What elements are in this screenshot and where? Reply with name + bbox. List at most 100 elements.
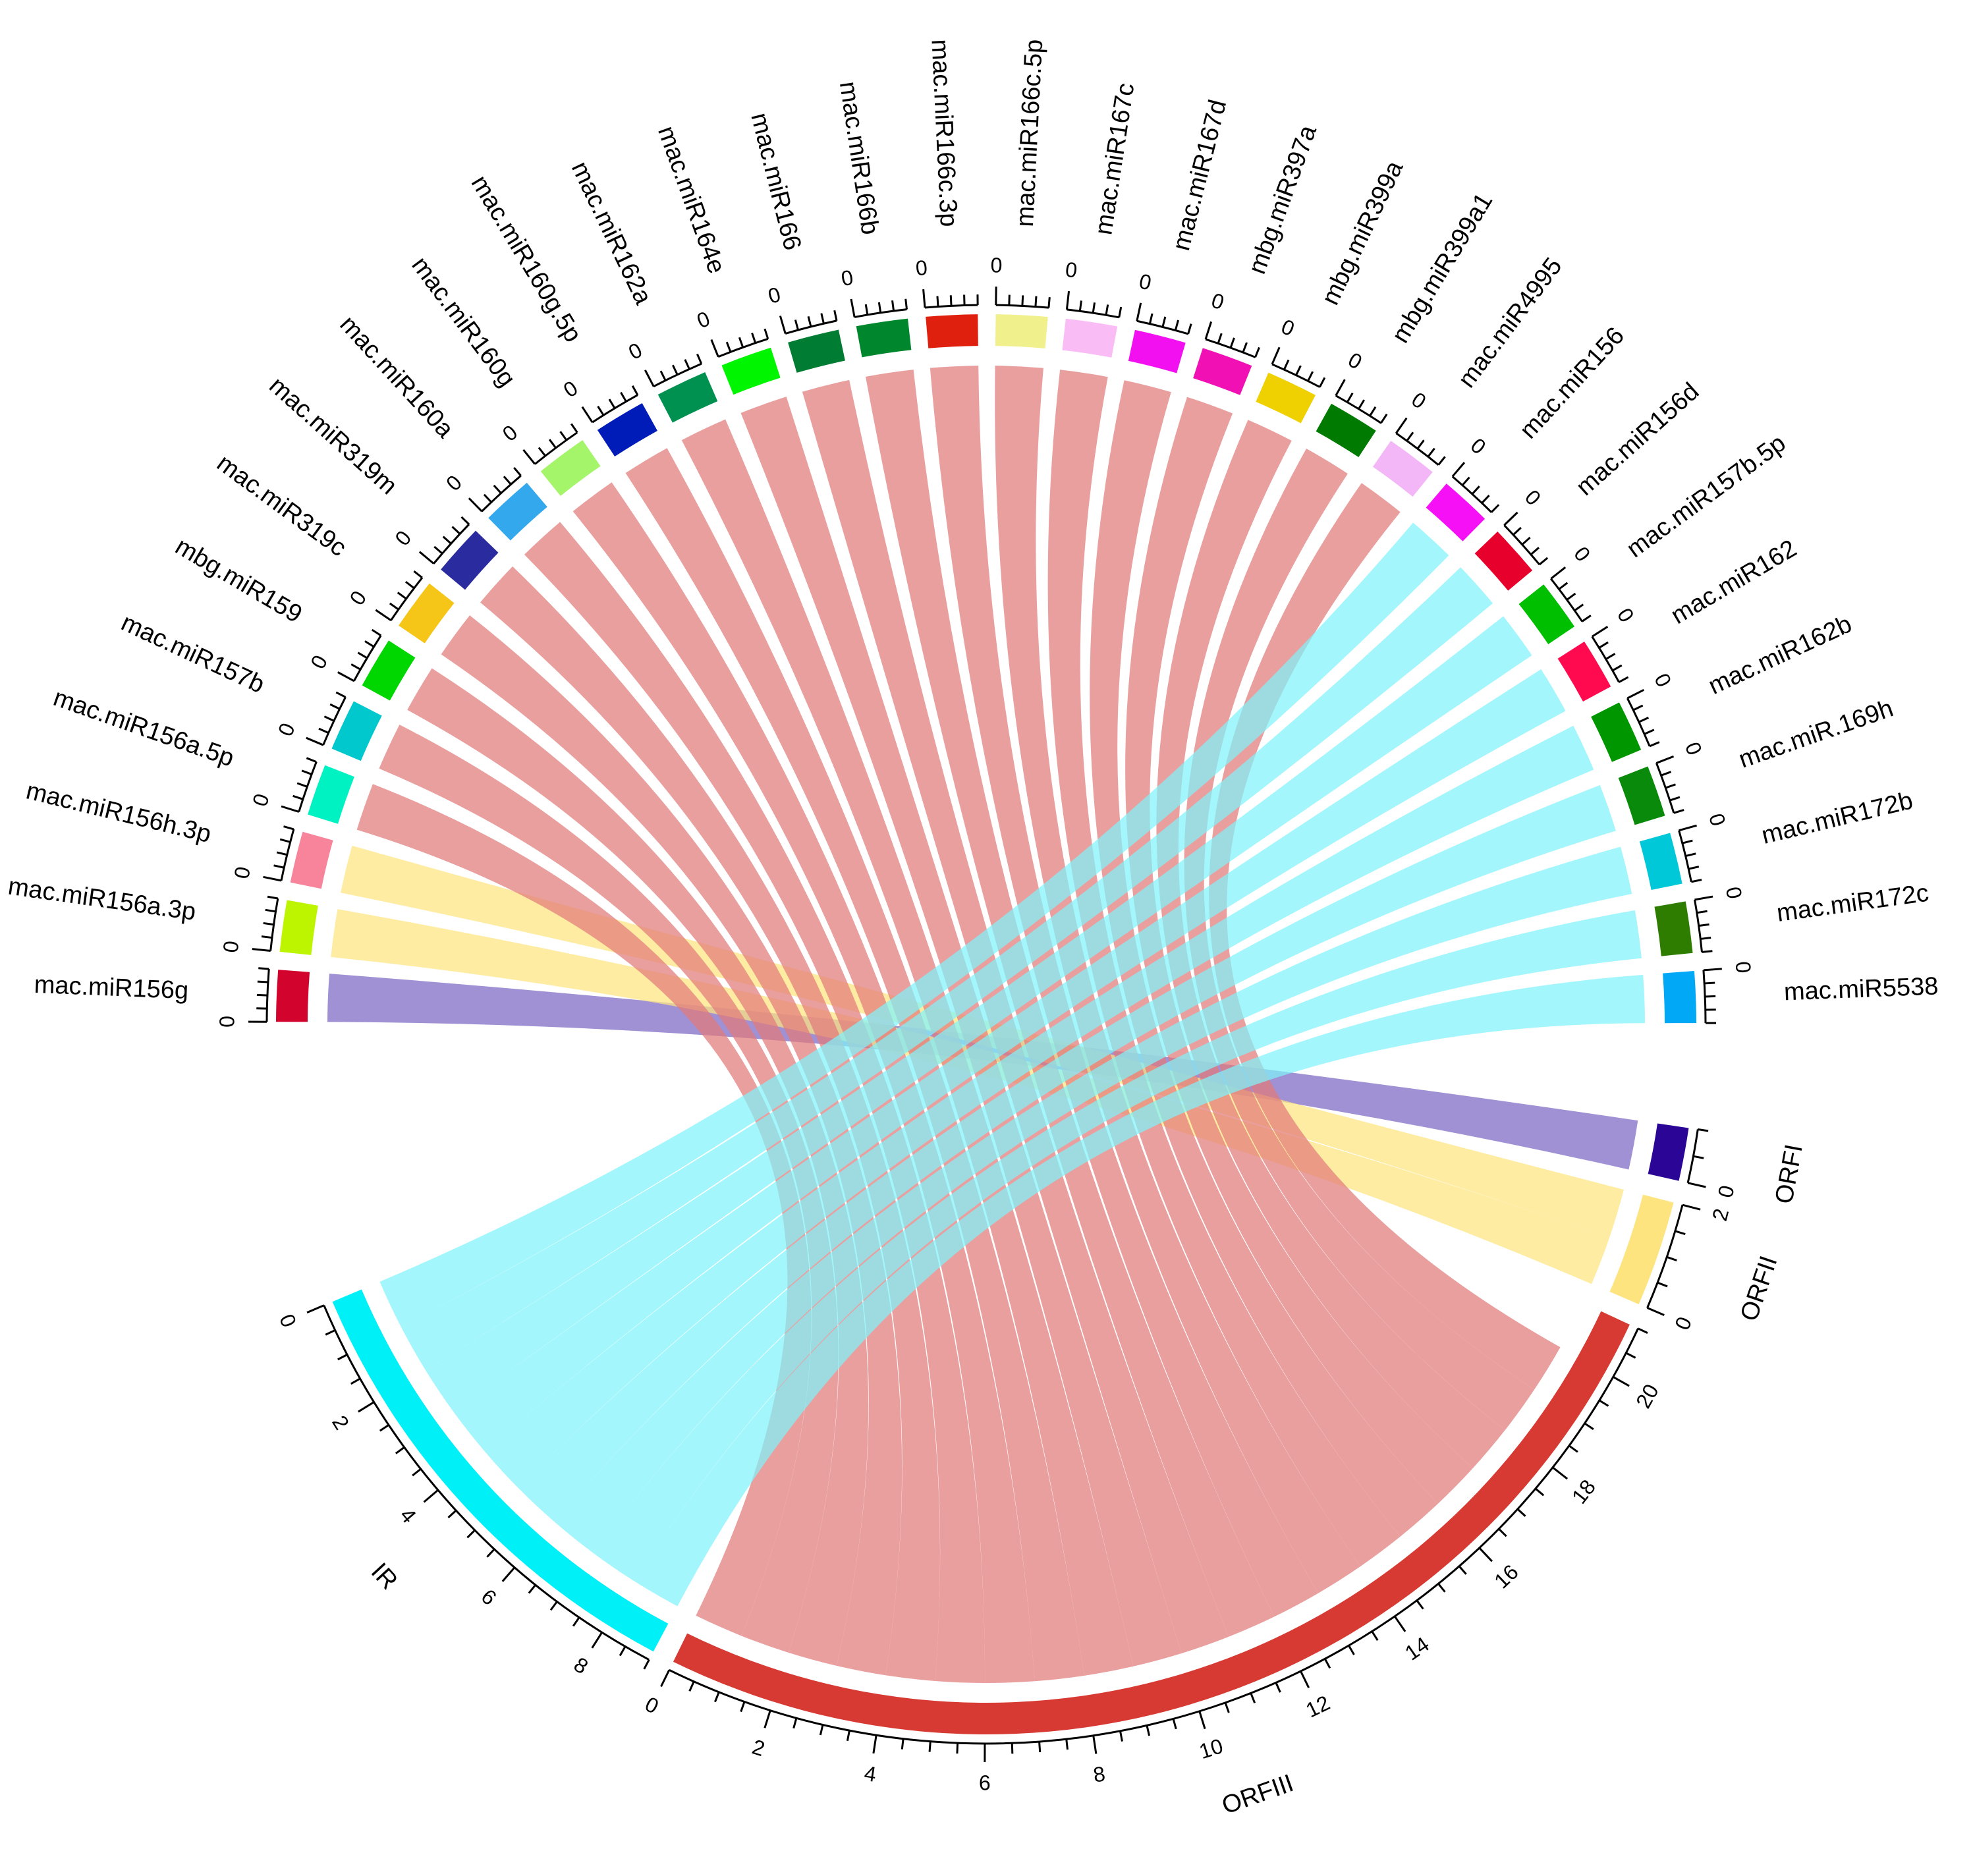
tick-mac-mir319m (418, 551, 435, 565)
tick-label-mac-mir162a: 0 (625, 338, 646, 364)
tick-orfiii (1535, 1487, 1545, 1497)
tick-mac-mir172b (1685, 852, 1696, 858)
link-mac-mir166c-5p-to-orfiii (995, 366, 1360, 1593)
sector-label-mac-mir172c: mac.miR172c (1775, 879, 1930, 927)
sector-mac-mir167c (1062, 318, 1118, 358)
axis-mac-mir166 (785, 319, 837, 335)
sector-mac-mir156a-5p (308, 765, 354, 824)
sector-label-mac-mir156d: mac.miR156d (1571, 377, 1705, 501)
axis-mac-mir166b (854, 308, 907, 318)
tick-mac-mir172c (1700, 937, 1711, 940)
sector-orfiii (673, 1311, 1630, 1735)
tick-mac-mir319c (413, 570, 423, 579)
tick-mbg-mir397a (1242, 342, 1248, 353)
tick-mac-mir156 (1481, 495, 1490, 504)
tick-ir (379, 1423, 389, 1432)
link-mac-mir319c-to-orfiii (441, 615, 903, 1676)
tick-mac-mir172b (1688, 866, 1700, 870)
tick-orfiii (1275, 1682, 1281, 1693)
tick-mac-mir156a-3p (263, 922, 274, 926)
tick-mac-mir4995 (1437, 456, 1446, 466)
axis-mac-mir319m (433, 523, 470, 565)
tick-mbg-mir399a1 (1335, 379, 1346, 397)
tick-mac-mir157b (329, 703, 341, 710)
axis-mac-mir172b (1678, 830, 1692, 883)
tick-ir (337, 1354, 348, 1361)
tick-label-mac-mir156g: 0 (215, 1016, 238, 1028)
sector-label-mac-mir5538: mac.miR5538 (1783, 972, 1939, 1006)
sector-label-mac-mir164e: mac.miR164e (652, 123, 731, 277)
tick-orfiii (956, 1743, 959, 1754)
tick-mac-mir160g-5p (631, 385, 639, 396)
tick-ir (395, 1446, 405, 1454)
tick-orfiii (1323, 1658, 1331, 1669)
sector-label-mac-mir-169h: mac.miR.169h (1735, 694, 1897, 773)
tick-mac-mir160a (483, 493, 492, 503)
sector-label-mac-mir160a: mac.miR160a (334, 311, 459, 444)
tick-mac-mir156 (1471, 485, 1480, 495)
tick-orfiii (740, 1701, 746, 1713)
tick-mac-mir162 (1605, 653, 1616, 660)
tick-mac-mir167c (1118, 306, 1123, 318)
tick-ir (643, 1659, 650, 1670)
tick-mac-mir172b (1679, 824, 1697, 832)
sector-label-mac-mir156g: mac.miR156g (34, 971, 189, 1005)
tick-label-ir: 8 (570, 1652, 592, 1678)
tick-mac-mir167d (1148, 313, 1153, 324)
link-mac-mir160g-to-orfiii (572, 482, 1035, 1683)
tick-mac-mir156a-5p (281, 805, 300, 813)
link-mac-mir162a-to-orfiii (681, 419, 1134, 1676)
tick-label-mac-mir160g: 0 (498, 420, 522, 446)
tick-label-orfiii: 10 (1196, 1734, 1226, 1763)
sector-mbg-mir159 (362, 640, 416, 701)
axes-layer (248, 287, 1722, 1763)
tick-orfi (1693, 1155, 1704, 1159)
tick-mac-mir319m (433, 545, 443, 555)
tick-mac-mir-169h (1665, 783, 1676, 789)
tick-mbg-mir159 (371, 628, 382, 637)
tick-mac-mir156g (258, 967, 269, 970)
tick-orfiii (1458, 1565, 1467, 1575)
sector-label-mac-mir157b: mac.miR157b (117, 609, 269, 699)
tick-label-mac-mir166c-5p: 0 (990, 253, 1002, 277)
tick-orfiii (1250, 1692, 1256, 1703)
tick-label-orfiii: 14 (1401, 1632, 1433, 1665)
tick-mbg-mir399a1 (1346, 392, 1354, 403)
tick-mac-mir172c (1696, 910, 1708, 914)
sector-label-mbg-mir399a: mbg.miR399a (1317, 156, 1409, 309)
tick-ir (528, 1584, 537, 1594)
tick-ir (350, 1377, 361, 1385)
link-mac-mir162b-to-ir (484, 725, 1594, 1488)
tick-mac-mir156a-5p (292, 794, 304, 800)
tick-mbg-mir397a (1204, 321, 1213, 340)
axis-mbg-mir399a1 (1335, 395, 1382, 424)
tick-mac-mir156 (1451, 462, 1466, 478)
axis-mac-mir156h-3p (280, 829, 295, 881)
tick-orfiii (1584, 1422, 1594, 1430)
axis-orfiii (669, 1328, 1639, 1745)
tick-mac-mir166b (850, 298, 856, 317)
tick-label-mac-mir166c-3p: 0 (914, 256, 928, 280)
tick-orfiii (792, 1717, 798, 1729)
tick-label-ir: 4 (395, 1503, 421, 1528)
tick-mac-mir4995 (1427, 447, 1435, 458)
tick-orfi (1698, 1128, 1709, 1132)
tick-orfiii (1437, 1583, 1446, 1593)
tick-orfiii (688, 1681, 695, 1692)
tick-orfiii (901, 1738, 904, 1750)
tick-label-mac-mir160a: 0 (441, 470, 466, 495)
tick-mbg-mir397a (1254, 346, 1260, 358)
sector-mbg-mir399a (1256, 372, 1316, 424)
tick-mac-mir156d (1503, 511, 1518, 526)
tick-orfii (1682, 1203, 1701, 1211)
tick-mac-mir167c (1078, 300, 1082, 312)
tick-label-ir: 6 (477, 1584, 501, 1610)
tick-mac-mir156a-5p (296, 782, 308, 788)
sector-mac-mir167d (1128, 329, 1186, 373)
tick-ir (325, 1329, 336, 1336)
tick-mac-mir157b-5p (1550, 566, 1567, 580)
tick-mbg-mir397a (1229, 337, 1235, 348)
tick-mac-mir319c (375, 609, 392, 621)
tick-mac-mir157b-5p (1574, 603, 1584, 612)
